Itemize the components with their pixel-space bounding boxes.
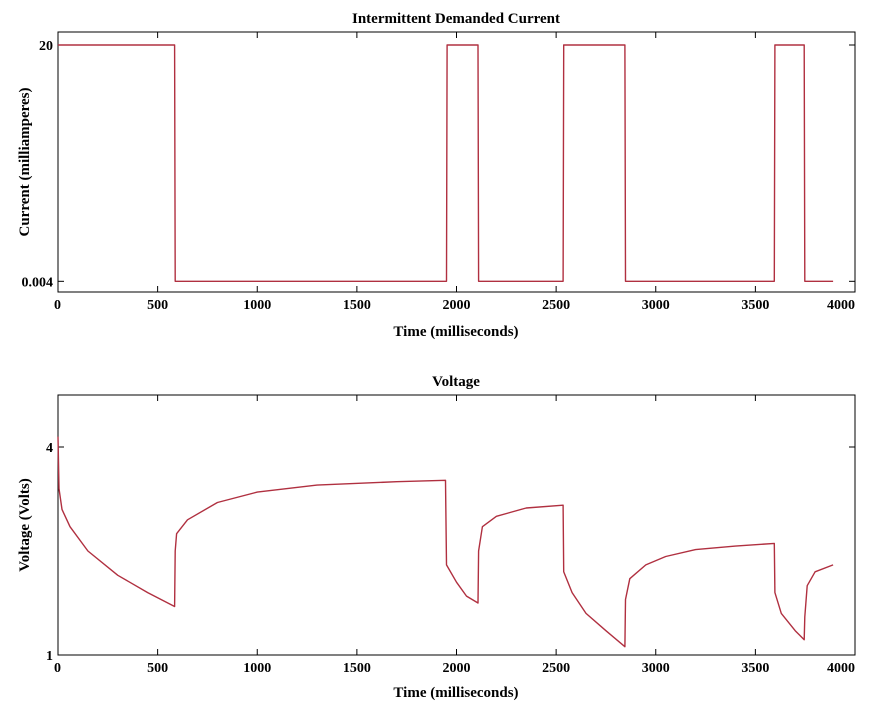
y-tick-label: 4: [46, 441, 53, 456]
plot-frame: [57, 31, 856, 293]
y-axis-label: Voltage (Volts): [17, 478, 33, 571]
x-tick-label: 1500: [343, 661, 371, 676]
voltage-chart: Voltage 0 500 1000 1500 2000 2500 3000 3500 4000…: [17, 374, 856, 701]
x-tick-label: 0: [54, 661, 61, 676]
current-chart: Intermittent Demanded Current 0 500 1000 15…: [17, 11, 856, 340]
y-tick-label: 20: [39, 39, 53, 54]
x-tick-label: 3500: [741, 661, 769, 676]
plot-frame: [57, 394, 856, 656]
chart-title: Intermittent Demanded Current: [352, 11, 560, 27]
x-tick-label: 4000: [827, 661, 855, 676]
x-tick-label: 2500: [542, 298, 570, 313]
x-tick-label: 1000: [243, 298, 271, 313]
current-line: [58, 44, 834, 282]
x-axis-label: Time (milliseconds): [393, 685, 518, 701]
x-tick-label: 2000: [443, 661, 471, 676]
x-axis-label: Time (milliseconds): [393, 324, 518, 340]
voltage-line: [57, 436, 834, 648]
axis-ticks: 0 500 1000 1500 2000 2500 3000 3500 4000 1 4: [46, 395, 856, 676]
x-tick-label: 3000: [642, 661, 670, 676]
x-tick-label: 0: [54, 298, 61, 313]
y-tick-label: 1: [46, 649, 53, 664]
x-tick-label: 2000: [443, 298, 471, 313]
x-tick-label: 1000: [243, 661, 271, 676]
x-tick-label: 3500: [741, 298, 769, 313]
x-tick-label: 4000: [827, 298, 855, 313]
axis-ticks: 0 500 1000 1500 2000 2500 3000 3500 4000 0.004 20: [22, 32, 856, 313]
y-axis-label: Current (milliamperes): [17, 87, 33, 236]
x-tick-label: 500: [147, 661, 168, 676]
x-tick-label: 3000: [642, 298, 670, 313]
x-tick-label: 2500: [542, 661, 570, 676]
y-tick-label: 0.004: [22, 275, 54, 290]
x-tick-label: 1500: [343, 298, 371, 313]
chart-title: Voltage: [432, 374, 480, 390]
x-tick-label: 500: [147, 298, 168, 313]
